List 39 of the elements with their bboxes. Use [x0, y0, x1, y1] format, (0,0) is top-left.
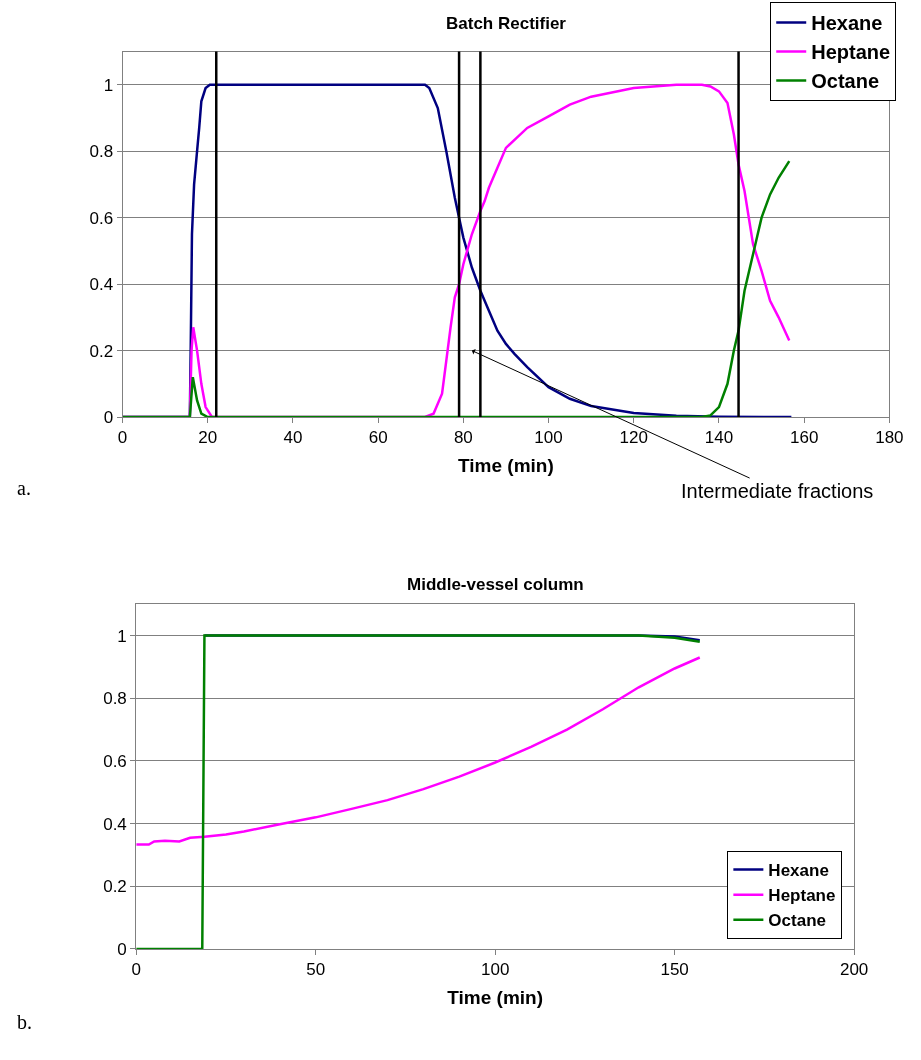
- x-tick-label: 50: [306, 960, 326, 980]
- x-tick-label: 100: [480, 960, 510, 980]
- x-tick-label: 200: [839, 960, 869, 980]
- x-axis-title: Time (min): [447, 987, 544, 1009]
- y-tick-label: 0.2: [103, 877, 127, 897]
- x-tick-label: 0: [131, 960, 141, 980]
- y-tick-label: 0.4: [103, 814, 127, 834]
- legend-label: Hexane: [811, 12, 883, 35]
- y-tick-label: 0: [117, 939, 127, 959]
- x-tick-label: 160: [789, 428, 819, 448]
- x-tick-label: 140: [704, 428, 734, 448]
- y-tick-label: 0.8: [103, 689, 127, 709]
- x-tick-label: 120: [619, 428, 648, 448]
- legend-label: Hexane: [768, 861, 829, 881]
- x-tick-label: 60: [368, 428, 388, 448]
- legend-label: Octane: [811, 70, 880, 93]
- x-axis-title: Time (min): [458, 455, 554, 477]
- y-tick-label: 0: [103, 407, 114, 427]
- y-tick-label: 1: [117, 626, 127, 646]
- x-tick-label: 40: [283, 428, 303, 448]
- y-tick-label: 1: [103, 75, 114, 95]
- chart-title: Batch Rectifier: [446, 14, 567, 33]
- text: a.: [17, 477, 31, 499]
- legend-label: Heptane: [768, 886, 836, 906]
- x-tick-label: 180: [875, 428, 904, 448]
- legend-label: Heptane: [811, 41, 891, 64]
- x-tick-label: 150: [660, 960, 689, 980]
- chart-title: Middle-vessel column: [407, 575, 584, 594]
- y-tick-label: 0.8: [89, 142, 114, 162]
- y-tick-label: 0.4: [89, 275, 114, 295]
- y-tick-label: 0.6: [89, 208, 114, 228]
- text: b.: [17, 1011, 32, 1033]
- legend-label: Octane: [768, 911, 826, 931]
- x-tick-label: 20: [198, 428, 218, 448]
- y-tick-label: 0.2: [89, 341, 114, 361]
- x-tick-label: 80: [453, 428, 473, 448]
- x-tick-label: 100: [534, 428, 563, 448]
- annotation: Intermediate fractions: [681, 480, 874, 502]
- y-tick-label: 0.6: [103, 751, 127, 771]
